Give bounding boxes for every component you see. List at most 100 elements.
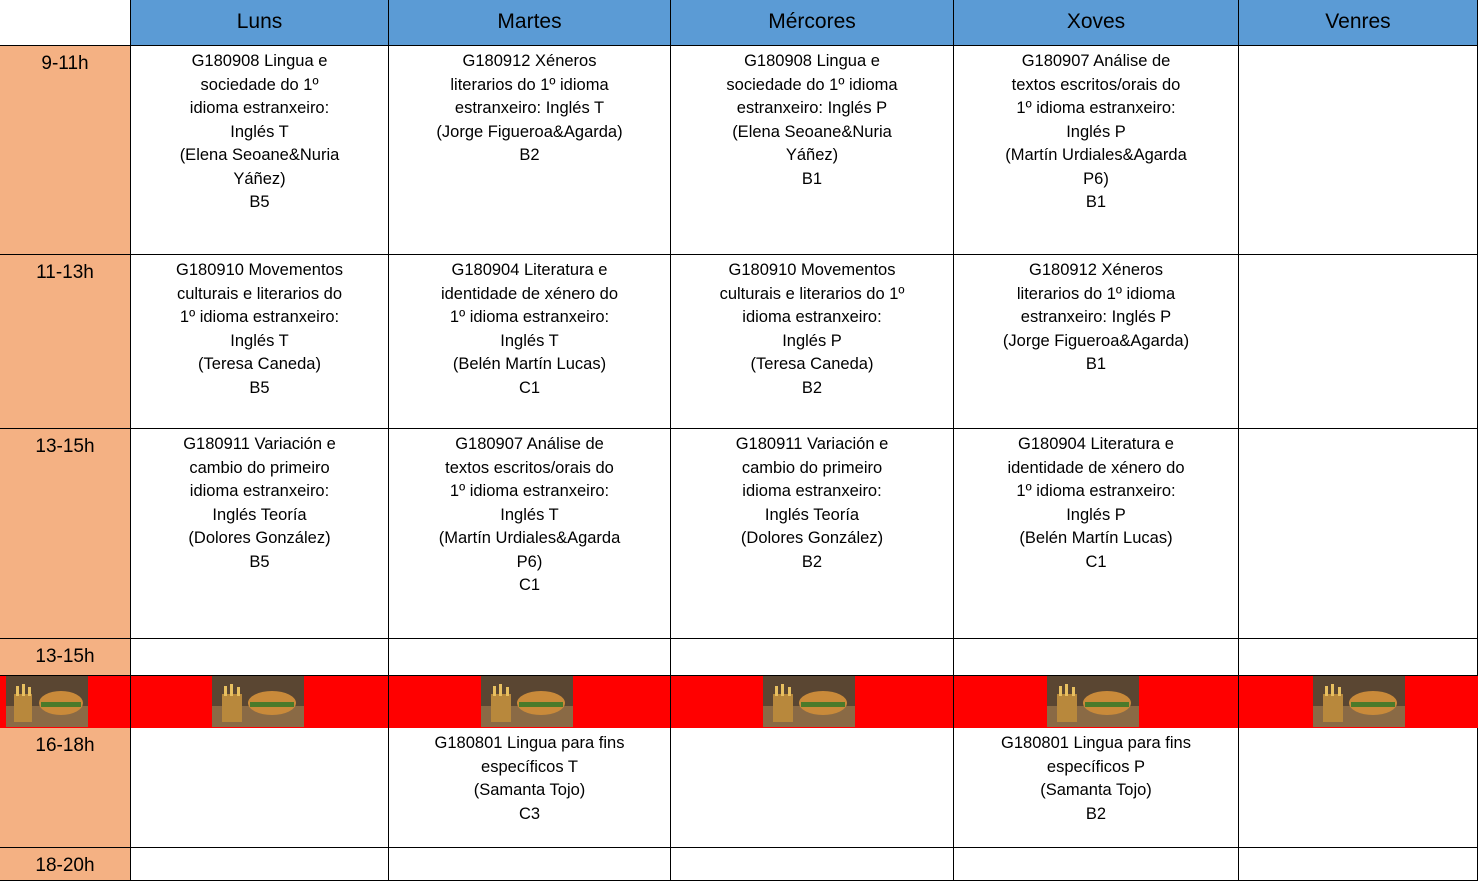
day-label: Martes xyxy=(497,10,562,33)
class-line: B5 xyxy=(249,378,270,397)
class-line: (Belén Martín Lucas) xyxy=(452,355,607,373)
class-line: B1 xyxy=(801,169,823,188)
day-header: Venres xyxy=(1239,0,1478,46)
day-label: Mércores xyxy=(768,10,856,33)
class-line: Inglés P xyxy=(782,331,842,350)
class-line: G180801 Lingua para fins xyxy=(1001,734,1191,752)
class-cell xyxy=(1239,429,1478,639)
class-line: 1º idioma estranxeiro: xyxy=(179,308,340,326)
class-line: estranxeiro: Inglés P xyxy=(1020,308,1172,326)
class-cell xyxy=(1239,46,1478,255)
class-line: G180904 Literatura e xyxy=(1018,435,1174,453)
class-line: culturais e literarios do xyxy=(176,284,343,303)
class-line: literarios do 1º idioma xyxy=(450,75,609,94)
class-cell: G180908 Lingua e sociedade do 1º idioma es… xyxy=(131,46,389,255)
class-line: C3 xyxy=(518,804,541,823)
class-line: Inglés T xyxy=(230,122,289,141)
class-line: B5 xyxy=(249,552,270,571)
class-cell: G180911 Variación e cambio do primeiro idi… xyxy=(131,429,389,639)
class-line: (Elena Seoane&Nuria xyxy=(179,146,340,164)
class-line: (Samanta Tojo) xyxy=(1040,781,1152,799)
class-line: B1 xyxy=(1085,355,1107,373)
burger-image xyxy=(212,676,304,727)
class-cell: G180911 Variación e cambio do primeiro idi… xyxy=(671,429,954,639)
class-line: Inglés T xyxy=(230,331,289,350)
class-line: C1 xyxy=(518,378,541,397)
class-line: sociedade do 1º idioma xyxy=(726,75,898,94)
class-line: (Samanta Tojo) xyxy=(473,781,586,799)
burger-image xyxy=(481,676,573,727)
class-line: (Teresa Caneda) xyxy=(750,355,874,373)
burger-image xyxy=(1047,676,1139,727)
burger-image xyxy=(1313,676,1405,727)
class-line: culturais e literarios do 1º xyxy=(719,284,905,303)
class-cell: G180912 Xéneros literarios do 1º idioma es… xyxy=(954,255,1239,429)
time-label: 18-20h xyxy=(35,855,95,876)
time-cell: 11-13h xyxy=(0,255,131,429)
day-label: Luns xyxy=(236,10,283,33)
class-line: Inglés T xyxy=(500,505,559,524)
class-line: idioma estranxeiro: xyxy=(189,482,330,500)
lunch-row xyxy=(0,676,1478,728)
burger-image xyxy=(6,676,88,727)
class-line: G180910 Movementos xyxy=(728,261,896,279)
class-line: (Elena Seoane&Nuria xyxy=(732,122,892,141)
class-cell: G180801 Lingua para fins específicos P (Sa… xyxy=(954,728,1239,848)
class-line: literarios do 1º idioma xyxy=(1016,284,1176,303)
class-line: textos escritos/orais do xyxy=(445,458,614,477)
class-line: Inglés P xyxy=(1066,122,1126,141)
time-label: 11-13h xyxy=(36,262,94,283)
class-line: P6) xyxy=(1083,169,1109,188)
time-cell: 9-11h xyxy=(0,46,131,255)
time-cell: 16-18h xyxy=(0,728,131,848)
class-cell xyxy=(1239,639,1478,676)
class-cell xyxy=(954,639,1239,676)
time-label: 16-18h xyxy=(35,735,95,756)
class-cell xyxy=(131,639,389,676)
day-label: Venres xyxy=(1325,10,1391,33)
class-line: Inglés Teoría xyxy=(212,505,307,524)
class-line: Yáñez) xyxy=(785,146,839,164)
class-line: Inglés P xyxy=(1066,505,1126,524)
class-line: (Jorge Figueroa&Agarda) xyxy=(436,122,623,141)
class-line: Yáñez) xyxy=(233,169,286,188)
class-cell xyxy=(131,728,389,848)
class-line: específicos P xyxy=(1046,757,1146,776)
class-cell xyxy=(671,728,954,848)
class-cell xyxy=(1239,728,1478,848)
class-cell xyxy=(671,639,954,676)
class-line: P6) xyxy=(516,552,543,571)
class-cell: G180910 Movementos culturais e literarios… xyxy=(671,255,954,429)
class-line: G180907 Análise de xyxy=(1021,52,1171,70)
class-line: G180907 Análise de xyxy=(455,435,604,453)
class-line: G180911 Variación e xyxy=(183,435,336,453)
class-line: G180911 Variación e xyxy=(735,435,889,453)
class-line: cambio do primeiro xyxy=(189,458,330,477)
class-line: (Dolores González) xyxy=(740,529,884,547)
class-line: G180908 Lingua e xyxy=(191,52,328,70)
class-line: estranxeiro: Inglés T xyxy=(454,99,605,117)
class-cell xyxy=(131,848,389,881)
time-cell: 18-20h xyxy=(0,848,131,881)
class-line: (Jorge Figueroa&Agarda) xyxy=(1002,331,1190,350)
class-line: G180910 Movementos xyxy=(176,261,343,279)
class-line: 1º idioma estranxeiro: xyxy=(449,308,610,326)
time-label: 9-11h xyxy=(41,53,89,74)
class-cell: G180904 Literatura e identidade de xénero… xyxy=(389,255,671,429)
time-label: 13-15h xyxy=(35,436,95,457)
class-line: textos escritos/orais do xyxy=(1011,75,1181,94)
class-line: 1º idioma estranxeiro: xyxy=(1016,482,1176,500)
day-header: Mércores xyxy=(671,0,954,46)
class-line: 1º idioma estranxeiro: xyxy=(1016,99,1176,117)
class-line: B1 xyxy=(1085,193,1107,211)
lunch-images xyxy=(0,676,1478,728)
class-line: (Martín Urdiales&Agarda xyxy=(1005,146,1187,164)
class-line: (Martín Urdiales&Agarda xyxy=(438,529,621,547)
class-cell xyxy=(389,848,671,881)
class-line: Inglés T xyxy=(500,331,559,350)
class-cell: G180801 Lingua para fins específicos T (Sa… xyxy=(389,728,671,848)
class-line: 1º idioma estranxeiro: xyxy=(449,482,610,500)
class-line: B2 xyxy=(801,552,823,571)
